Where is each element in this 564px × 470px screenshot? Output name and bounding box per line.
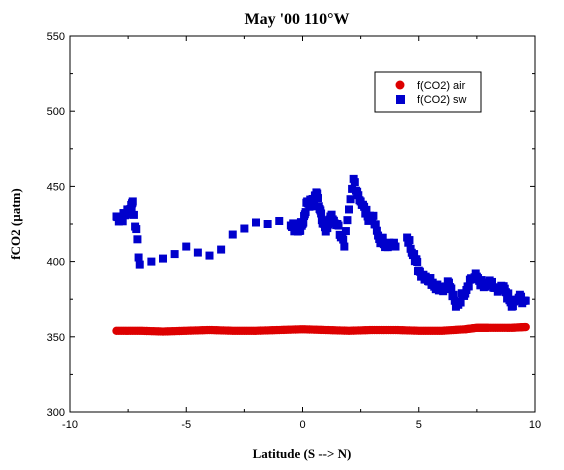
sw-point [350, 178, 359, 187]
sw-point [263, 220, 272, 228]
chart-title: May '00 110°W [244, 11, 349, 28]
sw-point [317, 209, 326, 218]
sw-point [240, 224, 249, 233]
sw-point [205, 251, 214, 260]
sw-point [372, 226, 381, 235]
sw-point [464, 282, 473, 291]
sw-point [314, 194, 322, 203]
sw-point [301, 208, 310, 217]
sw-point [296, 226, 305, 235]
sw-point [289, 219, 298, 228]
sw-point [133, 235, 142, 244]
sw-point [362, 205, 371, 214]
sw-point [275, 216, 284, 225]
x-tick-label: -10 [62, 419, 78, 431]
sw-point [339, 235, 348, 244]
sw-point [341, 227, 350, 236]
sw-point [118, 217, 127, 226]
sw-point [487, 277, 496, 286]
sw-point [313, 189, 322, 198]
legend-marker-sw [396, 95, 405, 104]
sw-point [228, 230, 237, 239]
y-tick-label: 300 [47, 407, 65, 419]
sw-point [504, 289, 513, 298]
sw-point [135, 260, 144, 269]
x-tick-label: 0 [299, 419, 305, 431]
sw-point [508, 302, 517, 311]
sw-point [426, 274, 435, 283]
sw-point [128, 197, 137, 206]
sw-point [132, 225, 141, 234]
series-fco2-sw [112, 174, 530, 311]
sw-point [252, 218, 260, 227]
sw-point [193, 248, 202, 257]
legend: f(CO2) air f(CO2) sw [374, 71, 482, 113]
sw-point [521, 296, 530, 305]
sw-point [369, 211, 378, 220]
y-tick-label: 500 [47, 106, 65, 118]
sw-point [217, 245, 226, 254]
series-fco2-air [112, 322, 530, 336]
y-tick-label: 550 [47, 31, 65, 43]
x-tick-label: 5 [416, 419, 422, 431]
legend-marker-air [395, 80, 405, 90]
sw-point [327, 210, 336, 219]
sw-point [371, 220, 380, 229]
y-tick-label: 450 [47, 181, 65, 193]
legend-box [374, 71, 482, 113]
y-tick-label: 350 [47, 332, 65, 344]
sw-point [354, 191, 363, 200]
y-tick-label: 400 [47, 257, 65, 269]
sw-point [340, 242, 349, 251]
sw-point [134, 253, 143, 262]
sw-point [378, 233, 387, 242]
legend-label-air: f(CO2) air [417, 80, 466, 92]
sw-point [147, 257, 156, 266]
sw-point [299, 218, 308, 227]
sw-point [428, 278, 437, 287]
sw-point [159, 254, 167, 263]
sw-point [182, 242, 191, 251]
sw-point [413, 258, 422, 267]
sw-point [346, 195, 355, 204]
legend-label-sw: f(CO2) sw [417, 94, 467, 106]
sw-point [410, 250, 419, 259]
x-axis-ticks: -10 -5 0 5 10 [62, 36, 541, 431]
sw-point [405, 236, 414, 245]
sw-point [170, 250, 179, 259]
sw-point [343, 216, 352, 225]
sw-point [129, 210, 138, 219]
y-axis-ticks: 300 350 400 450 500 550 [47, 31, 535, 419]
x-axis-label: Latitude (S --> N) [253, 446, 352, 461]
sw-point [345, 205, 353, 214]
sw-point [449, 290, 458, 299]
sw-point [391, 242, 400, 251]
sw-point [127, 204, 136, 213]
x-tick-label: 10 [529, 419, 541, 431]
x-tick-label: -5 [181, 419, 191, 431]
sw-point [456, 298, 465, 307]
sw-point [444, 278, 453, 287]
y-axis-label: fCO2 (µatm) [8, 188, 23, 259]
sw-point [124, 210, 133, 219]
air-point [521, 322, 530, 332]
sw-point [334, 221, 343, 230]
sw-point [447, 284, 456, 293]
